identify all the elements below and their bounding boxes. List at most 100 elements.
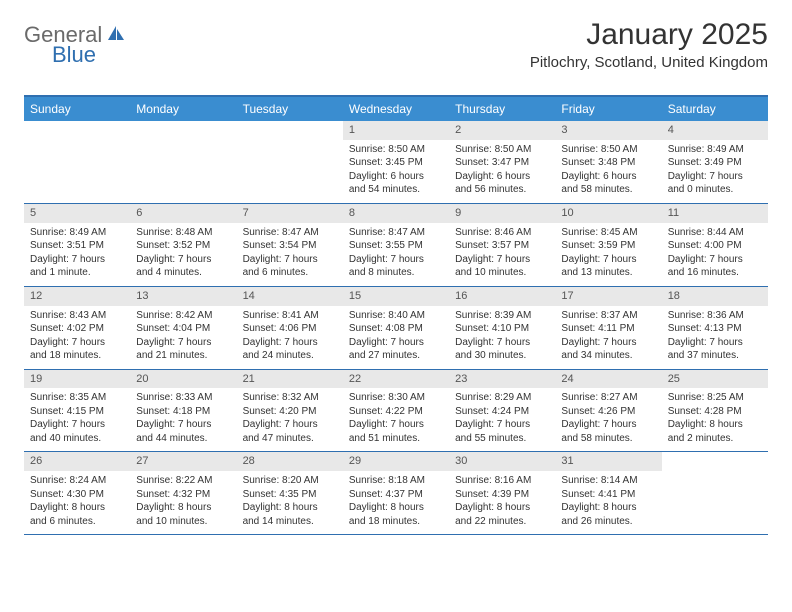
week-row: 12Sunrise: 8:43 AMSunset: 4:02 PMDayligh…	[24, 287, 768, 370]
daylight-text: Daylight: 8 hours and 14 minutes.	[243, 501, 337, 528]
day-cell: 4Sunrise: 8:49 AMSunset: 3:49 PMDaylight…	[662, 121, 768, 203]
sunrise-text: Sunrise: 8:36 AM	[668, 309, 762, 323]
day-number: 5	[24, 204, 130, 223]
sunset-text: Sunset: 3:59 PM	[561, 239, 655, 253]
daylight-text: Daylight: 7 hours and 16 minutes.	[668, 253, 762, 280]
day-content: Sunrise: 8:48 AMSunset: 3:52 PMDaylight:…	[130, 223, 236, 286]
day-cell: 24Sunrise: 8:27 AMSunset: 4:26 PMDayligh…	[555, 370, 661, 452]
day-cell: 1Sunrise: 8:50 AMSunset: 3:45 PMDaylight…	[343, 121, 449, 203]
sunrise-text: Sunrise: 8:44 AM	[668, 226, 762, 240]
day-content: Sunrise: 8:42 AMSunset: 4:04 PMDaylight:…	[130, 306, 236, 369]
week-row: 26Sunrise: 8:24 AMSunset: 4:30 PMDayligh…	[24, 452, 768, 535]
sunrise-text: Sunrise: 8:33 AM	[136, 391, 230, 405]
daylight-text: Daylight: 8 hours and 10 minutes.	[136, 501, 230, 528]
day-cell	[662, 452, 768, 534]
sunrise-text: Sunrise: 8:37 AM	[561, 309, 655, 323]
sunrise-text: Sunrise: 8:30 AM	[349, 391, 443, 405]
day-number: 26	[24, 452, 130, 471]
day-cell: 14Sunrise: 8:41 AMSunset: 4:06 PMDayligh…	[237, 287, 343, 369]
daylight-text: Daylight: 7 hours and 34 minutes.	[561, 336, 655, 363]
daylight-text: Daylight: 7 hours and 27 minutes.	[349, 336, 443, 363]
sunset-text: Sunset: 4:35 PM	[243, 488, 337, 502]
day-content: Sunrise: 8:49 AMSunset: 3:51 PMDaylight:…	[24, 223, 130, 286]
day-content: Sunrise: 8:41 AMSunset: 4:06 PMDaylight:…	[237, 306, 343, 369]
daylight-text: Daylight: 6 hours and 56 minutes.	[455, 170, 549, 197]
day-number: 25	[662, 370, 768, 389]
daylight-text: Daylight: 8 hours and 6 minutes.	[30, 501, 124, 528]
sunrise-text: Sunrise: 8:16 AM	[455, 474, 549, 488]
day-header: Friday	[555, 97, 661, 121]
sunset-text: Sunset: 4:30 PM	[30, 488, 124, 502]
day-content: Sunrise: 8:40 AMSunset: 4:08 PMDaylight:…	[343, 306, 449, 369]
daylight-text: Daylight: 8 hours and 22 minutes.	[455, 501, 549, 528]
day-cell	[24, 121, 130, 203]
day-content: Sunrise: 8:45 AMSunset: 3:59 PMDaylight:…	[555, 223, 661, 286]
day-number: 8	[343, 204, 449, 223]
day-content: Sunrise: 8:14 AMSunset: 4:41 PMDaylight:…	[555, 471, 661, 534]
day-header: Thursday	[449, 97, 555, 121]
day-number: 21	[237, 370, 343, 389]
location: Pitlochry, Scotland, United Kingdom	[530, 54, 768, 71]
sunrise-text: Sunrise: 8:25 AM	[668, 391, 762, 405]
day-cell: 2Sunrise: 8:50 AMSunset: 3:47 PMDaylight…	[449, 121, 555, 203]
daylight-text: Daylight: 7 hours and 10 minutes.	[455, 253, 549, 280]
day-cell: 26 Sunrise: 8:24 AMSunset: 4:30 PMDayligh…	[24, 452, 130, 534]
weeks-container: 1Sunrise: 8:50 AMSunset: 3:45 PMDaylight…	[24, 121, 768, 535]
logo-sail-icon	[106, 24, 126, 47]
sunset-text: Sunset: 4:11 PM	[561, 322, 655, 336]
day-number: 30	[449, 452, 555, 471]
logo-blue-wrap: Blue	[52, 42, 96, 68]
daylight-text: Daylight: 7 hours and 18 minutes.	[30, 336, 124, 363]
sunrise-text: Sunrise: 8:43 AM	[30, 309, 124, 323]
day-cell: 11Sunrise: 8:44 AMSunset: 4:00 PMDayligh…	[662, 204, 768, 286]
sunset-text: Sunset: 4:02 PM	[30, 322, 124, 336]
sunrise-text: Sunrise: 8:24 AM	[30, 474, 124, 488]
day-cell: 3Sunrise: 8:50 AMSunset: 3:48 PMDaylight…	[555, 121, 661, 203]
day-content: Sunrise: 8:49 AMSunset: 3:49 PMDaylight:…	[662, 140, 768, 203]
daylight-text: Daylight: 7 hours and 44 minutes.	[136, 418, 230, 445]
day-cell: 5Sunrise: 8:49 AMSunset: 3:51 PMDaylight…	[24, 204, 130, 286]
day-content: Sunrise: 8:37 AMSunset: 4:11 PMDaylight:…	[555, 306, 661, 369]
day-number: 28	[237, 452, 343, 471]
daylight-text: Daylight: 7 hours and 37 minutes.	[668, 336, 762, 363]
week-row: 19Sunrise: 8:35 AMSunset: 4:15 PMDayligh…	[24, 370, 768, 453]
daylight-text: Daylight: 7 hours and 24 minutes.	[243, 336, 337, 363]
sunset-text: Sunset: 4:24 PM	[455, 405, 549, 419]
day-number: 14	[237, 287, 343, 306]
week-row: 5Sunrise: 8:49 AMSunset: 3:51 PMDaylight…	[24, 204, 768, 287]
daylight-text: Daylight: 7 hours and 30 minutes.	[455, 336, 549, 363]
day-header-row: SundayMondayTuesdayWednesdayThursdayFrid…	[24, 97, 768, 121]
day-cell: 6Sunrise: 8:48 AMSunset: 3:52 PMDaylight…	[130, 204, 236, 286]
calendar: SundayMondayTuesdayWednesdayThursdayFrid…	[24, 95, 768, 535]
sunset-text: Sunset: 3:52 PM	[136, 239, 230, 253]
day-content: Sunrise: 8:43 AMSunset: 4:02 PMDaylight:…	[24, 306, 130, 369]
day-cell: 16Sunrise: 8:39 AMSunset: 4:10 PMDayligh…	[449, 287, 555, 369]
sunrise-text: Sunrise: 8:35 AM	[30, 391, 124, 405]
day-content: Sunrise: 8:50 AMSunset: 3:47 PMDaylight:…	[449, 140, 555, 203]
sunset-text: Sunset: 4:13 PM	[668, 322, 762, 336]
day-number: 12	[24, 287, 130, 306]
day-content: Sunrise: 8:36 AMSunset: 4:13 PMDaylight:…	[662, 306, 768, 369]
sunset-text: Sunset: 4:06 PM	[243, 322, 337, 336]
sunset-text: Sunset: 4:37 PM	[349, 488, 443, 502]
day-cell: 10Sunrise: 8:45 AMSunset: 3:59 PMDayligh…	[555, 204, 661, 286]
day-number: 10	[555, 204, 661, 223]
sunset-text: Sunset: 4:26 PM	[561, 405, 655, 419]
sunset-text: Sunset: 4:08 PM	[349, 322, 443, 336]
sunrise-text: Sunrise: 8:49 AM	[30, 226, 124, 240]
day-content: Sunrise: 8:33 AMSunset: 4:18 PMDaylight:…	[130, 388, 236, 451]
day-cell: 30Sunrise: 8:16 AMSunset: 4:39 PMDayligh…	[449, 452, 555, 534]
sunset-text: Sunset: 3:49 PM	[668, 156, 762, 170]
sunset-text: Sunset: 3:51 PM	[30, 239, 124, 253]
day-number: 2	[449, 121, 555, 140]
day-cell: 7Sunrise: 8:47 AMSunset: 3:54 PMDaylight…	[237, 204, 343, 286]
daylight-text: Daylight: 7 hours and 40 minutes.	[30, 418, 124, 445]
day-number: 31	[555, 452, 661, 471]
sunset-text: Sunset: 3:54 PM	[243, 239, 337, 253]
sunrise-text: Sunrise: 8:50 AM	[455, 143, 549, 157]
day-content: Sunrise: 8:30 AMSunset: 4:22 PMDaylight:…	[343, 388, 449, 451]
day-cell: 20Sunrise: 8:33 AMSunset: 4:18 PMDayligh…	[130, 370, 236, 452]
sunset-text: Sunset: 4:41 PM	[561, 488, 655, 502]
day-cell: 22Sunrise: 8:30 AMSunset: 4:22 PMDayligh…	[343, 370, 449, 452]
day-header: Sunday	[24, 97, 130, 121]
